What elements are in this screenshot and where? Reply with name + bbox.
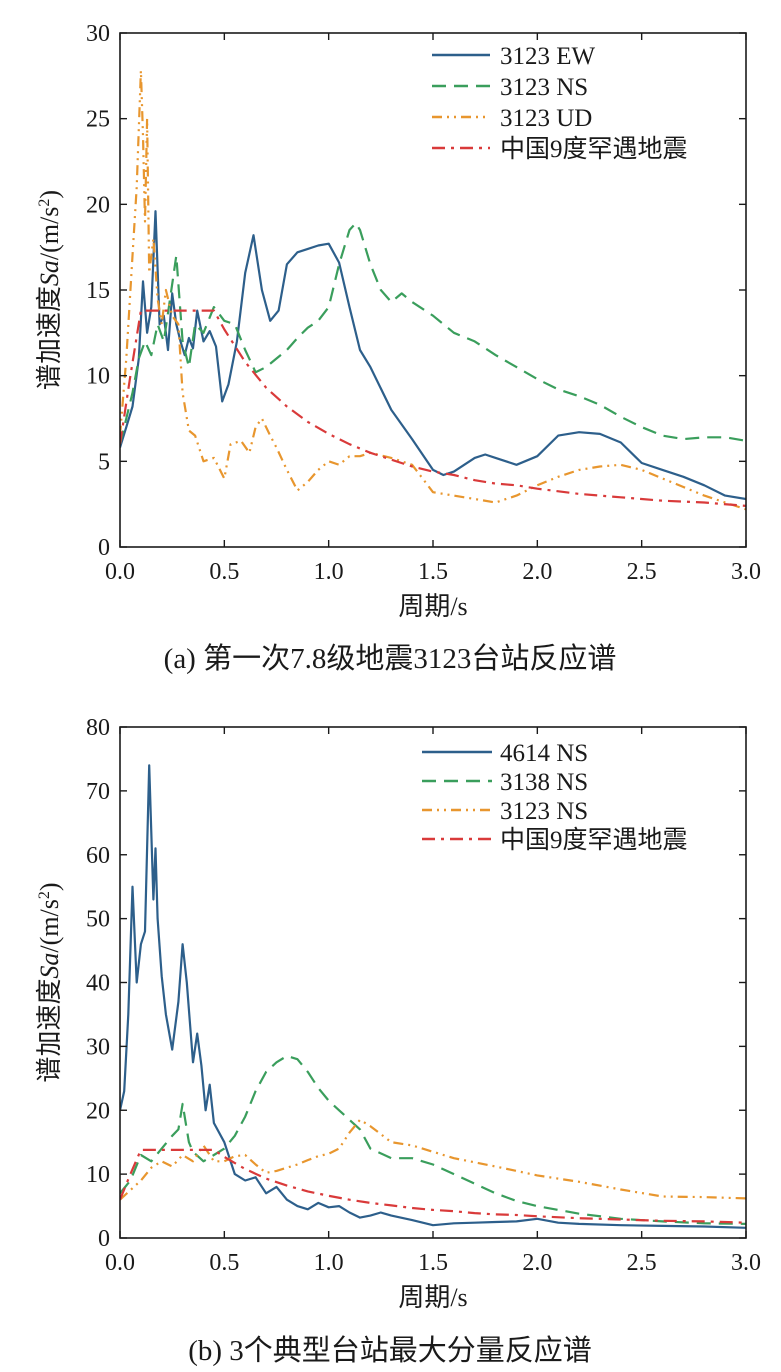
y-axis-title-part: 谱加速度	[35, 286, 64, 390]
x-tick-label: 1.0	[314, 1250, 344, 1276]
figure-caption: (a) 第一次7.8级地震3123台站反应谱	[164, 642, 617, 675]
y-tick-label: 10	[86, 364, 110, 390]
legend-label-3: 3123 UD	[500, 105, 592, 132]
series-line-1	[120, 210, 746, 501]
series-line-4	[120, 1148, 746, 1224]
y-axis-title-part: 谱加速度	[35, 979, 64, 1083]
x-axis-title: 周期/s	[398, 592, 467, 621]
x-tick-label: 3.0	[731, 1250, 761, 1276]
series-line-2	[120, 1054, 746, 1225]
legend-label-2: 3123 NS	[500, 74, 588, 101]
x-tick-label: 0.0	[105, 1250, 135, 1276]
chart-b: 0.0 0.5 1.0 1.5 2.0 2.5 3.0 0 10 20 30 40 50 60 70 80 周期…	[35, 715, 761, 1367]
y-axis-title: 谱加速度Sa/(m/s2)	[35, 882, 64, 1082]
legend-label-4: 中国9度罕遇地震	[500, 826, 688, 854]
y-axis-title-part: )	[35, 882, 64, 891]
series-line-3	[120, 69, 746, 511]
y-tick-label: 5	[98, 449, 110, 475]
x-tick-label: 0.5	[209, 559, 239, 585]
y-axis-title-part: )	[35, 190, 64, 199]
x-tick-label: 3.0	[731, 559, 761, 585]
y-tick-label: 10	[86, 1162, 110, 1188]
series-line-4	[120, 309, 746, 507]
x-tick-label: 0.0	[105, 559, 135, 585]
chart-a: 0.0 0.5 1.0 1.5 2.0 2.5 3.0 0 5 10 15 20 25 30 周期/s 谱加速…	[35, 21, 761, 675]
legend-label-1: 3123 EW	[500, 43, 596, 70]
y-axis-title-part: /(m/s	[35, 899, 64, 952]
y-tick-label: 30	[86, 1034, 110, 1060]
x-tick-label: 1.5	[418, 559, 448, 585]
series-line-1	[120, 764, 746, 1229]
y-axis-title-part: 2	[36, 891, 53, 899]
y-tick-label: 70	[86, 779, 110, 805]
x-tick-label: 0.5	[209, 1250, 239, 1276]
legend-label-3: 3123 NS	[500, 798, 588, 825]
y-tick-label: 60	[86, 843, 110, 869]
x-tick-label: 1.5	[418, 1250, 448, 1276]
x-tick-label: 2.5	[627, 559, 657, 585]
legend-label-1: 4614 NS	[500, 740, 588, 767]
y-tick-label: 20	[86, 192, 110, 218]
y-tick-label: 0	[98, 535, 110, 561]
figure-caption: (b) 3个典型台站最大分量反应谱	[188, 1334, 592, 1367]
y-tick-label: 0	[98, 1226, 110, 1252]
x-tick-label: 2.0	[522, 559, 552, 585]
x-tick-label: 1.0	[314, 559, 344, 585]
y-tick-label: 15	[86, 278, 110, 304]
x-tick-label: 2.5	[627, 1250, 657, 1276]
series-line-2	[120, 222, 746, 445]
y-tick-label: 30	[86, 21, 110, 47]
y-axis-title-part: 2	[36, 199, 53, 207]
plot-frame	[119, 726, 747, 1239]
y-tick-label: 50	[86, 907, 110, 933]
x-tick-label: 2.0	[522, 1250, 552, 1276]
y-tick-label: 80	[86, 715, 110, 741]
y-tick-label: 25	[86, 107, 110, 133]
y-tick-label: 20	[86, 1098, 110, 1124]
y-axis-title: 谱加速度Sa/(m/s2)	[35, 190, 64, 390]
y-axis-title-part: /(m/s	[35, 207, 64, 260]
y-axis-title-part: Sa	[35, 953, 64, 979]
legend-label-4: 中国9度罕遇地震	[500, 135, 688, 163]
legend-label-2: 3138 NS	[500, 769, 588, 796]
y-axis-title-part: Sa	[35, 260, 64, 286]
series-line-3	[120, 1118, 746, 1201]
y-tick-label: 40	[86, 971, 110, 997]
x-axis-title: 周期/s	[398, 1283, 467, 1312]
